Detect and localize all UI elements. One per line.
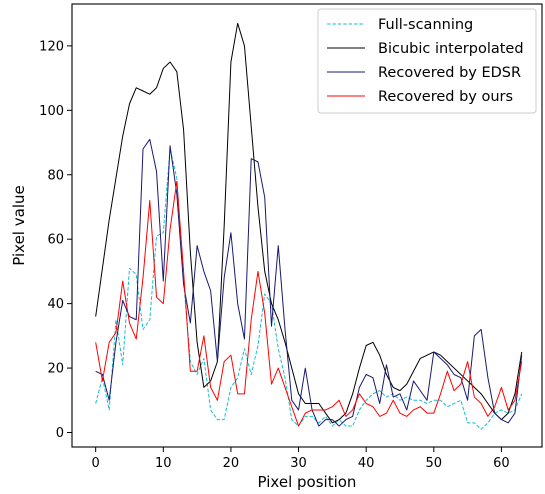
x-tick-label: 40: [358, 456, 375, 471]
x-axis: 0 10 20 30 40 50 60: [92, 447, 510, 471]
x-tick-label: 10: [155, 456, 172, 471]
y-tick-label: 120: [39, 39, 64, 54]
x-tick-label: 60: [493, 456, 510, 471]
legend-label: Bicubic interpolated: [378, 41, 524, 57]
y-tick-label: 100: [39, 104, 64, 119]
y-axis-label: Pixel value: [10, 185, 28, 265]
legend: Full-scanning Bicubic interpolated Recover…: [317, 8, 537, 114]
series-line-2: [95, 22, 523, 424]
series-line-4: [95, 180, 523, 427]
y-tick-label: 0: [56, 426, 64, 441]
legend-box: [317, 8, 537, 114]
x-tick-label: 20: [223, 456, 240, 471]
series-layer: [95, 22, 523, 430]
series-line-3: [95, 138, 523, 427]
y-tick-label: 80: [47, 168, 64, 183]
plot-frame: [71, 3, 543, 448]
y-axis: 0 20 40 60 80 100 120: [39, 39, 72, 441]
x-axis-label: Pixel position: [258, 473, 357, 491]
y-tick-label: 60: [47, 233, 64, 248]
x-tick-label: 30: [290, 456, 307, 471]
legend-label: Recovered by ours: [378, 89, 513, 105]
x-tick-label: 0: [92, 456, 100, 471]
y-tick-label: 20: [47, 362, 64, 377]
legend-label: Full-scanning: [378, 17, 473, 33]
legend-label: Recovered by EDSR: [378, 65, 521, 81]
series-line-1: [95, 148, 523, 430]
y-tick-label: 40: [47, 297, 64, 312]
x-tick-label: 50: [426, 456, 443, 471]
